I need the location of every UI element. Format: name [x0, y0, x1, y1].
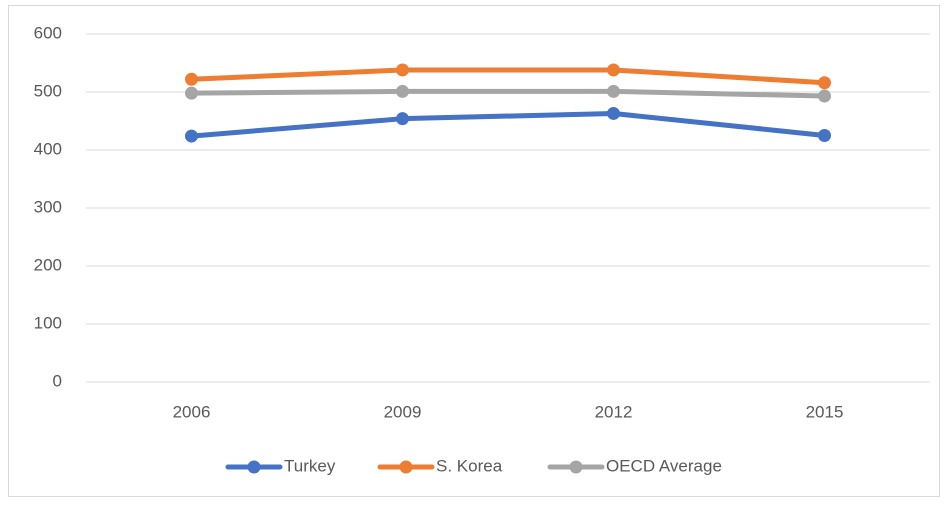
y-tick-label: 500	[34, 81, 62, 100]
point	[396, 84, 409, 98]
y-tick-label: 400	[34, 139, 62, 158]
point	[607, 84, 620, 98]
series-line	[189, 110, 827, 139]
y-tick-label: 600	[34, 23, 62, 42]
point	[185, 86, 198, 100]
point	[185, 72, 198, 86]
y-tick-label: 100	[34, 313, 62, 332]
series-line	[189, 67, 827, 86]
legend-label: Turkey	[284, 456, 336, 475]
x-tick-label: 2015	[806, 402, 844, 421]
legend-marker	[569, 460, 583, 474]
x-tick-label: 2012	[595, 402, 633, 421]
x-tick-label: 2006	[173, 402, 211, 421]
point	[818, 89, 831, 103]
y-tick-label: 200	[34, 255, 62, 274]
legend-marker	[399, 460, 413, 474]
series-line	[189, 88, 827, 99]
point	[607, 106, 620, 120]
legend-label: S. Korea	[436, 456, 503, 475]
point	[818, 129, 831, 142]
y-tick-label: 0	[53, 371, 62, 390]
legend-label: OECD Average	[606, 456, 722, 475]
point	[607, 63, 620, 77]
point	[185, 129, 198, 143]
point	[396, 112, 409, 126]
point	[818, 76, 831, 90]
x-tick-label: 2009	[384, 402, 422, 421]
legend-marker	[247, 460, 261, 474]
chart-frame	[8, 5, 940, 497]
point	[396, 63, 409, 77]
y-tick-label: 300	[34, 197, 62, 216]
